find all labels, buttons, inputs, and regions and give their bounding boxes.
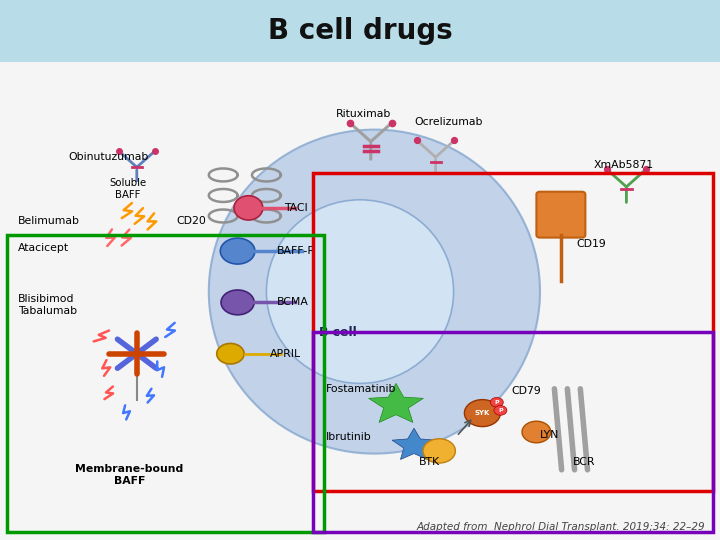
Text: CD20: CD20: [176, 217, 206, 226]
Text: Blisibimod
Tabalumab: Blisibimod Tabalumab: [18, 294, 77, 316]
Text: BCMA: BCMA: [277, 298, 309, 307]
Ellipse shape: [423, 438, 455, 463]
Text: Soluble
BAFF: Soluble BAFF: [109, 178, 147, 200]
Text: APRIL: APRIL: [270, 349, 301, 359]
Ellipse shape: [234, 195, 263, 220]
Text: Ibrutinib: Ibrutinib: [325, 433, 372, 442]
Text: P: P: [495, 400, 499, 405]
Text: Fostamatinib: Fostamatinib: [325, 384, 396, 394]
Polygon shape: [369, 383, 423, 422]
Text: Adapted from  Nephrol Dial Transplant. 2019;34: 22–29: Adapted from Nephrol Dial Transplant. 20…: [417, 522, 706, 532]
Text: Atacicept: Atacicept: [18, 244, 69, 253]
Polygon shape: [392, 428, 436, 460]
Text: CD79: CD79: [511, 387, 541, 396]
Ellipse shape: [494, 406, 507, 415]
Text: XmAb5871: XmAb5871: [594, 160, 654, 170]
Text: SYK: SYK: [474, 410, 490, 416]
Bar: [0, 0, 720, 62]
Bar: [0, 62, 720, 540]
Ellipse shape: [266, 200, 454, 383]
Ellipse shape: [209, 130, 540, 454]
Ellipse shape: [220, 238, 255, 264]
Text: B cell drugs: B cell drugs: [268, 17, 452, 45]
Text: Belimumab: Belimumab: [18, 217, 80, 226]
Text: P: P: [498, 408, 503, 413]
Bar: [313, 173, 713, 491]
Bar: [7, 235, 324, 532]
Text: B-cell: B-cell: [319, 326, 358, 339]
Text: Membrane-bound
BAFF: Membrane-bound BAFF: [76, 464, 184, 486]
Text: LYN: LYN: [540, 430, 559, 440]
Ellipse shape: [217, 343, 244, 364]
Bar: [313, 332, 713, 532]
Text: BTK: BTK: [419, 457, 441, 467]
FancyBboxPatch shape: [536, 192, 585, 238]
Ellipse shape: [522, 421, 551, 443]
Text: TACI: TACI: [284, 203, 308, 213]
Text: Rituximab: Rituximab: [336, 109, 392, 119]
Text: Obinutuzumab: Obinutuzumab: [68, 152, 149, 161]
Ellipse shape: [490, 397, 503, 407]
Text: CD19: CD19: [576, 239, 606, 249]
Text: Ocrelizumab: Ocrelizumab: [414, 117, 482, 127]
Ellipse shape: [221, 290, 254, 315]
Text: BCR: BCR: [572, 457, 595, 467]
Ellipse shape: [464, 400, 500, 427]
Text: BAFF-R: BAFF-R: [277, 246, 316, 256]
